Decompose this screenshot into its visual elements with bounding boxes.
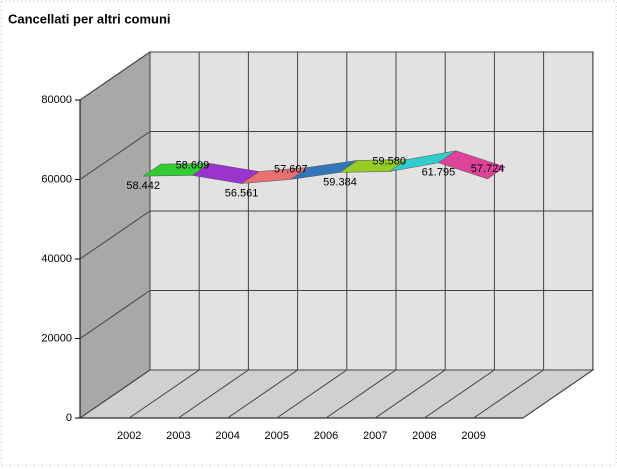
x-tick-label: 2006 bbox=[314, 430, 338, 442]
chart-title: Cancellati per altri comuni bbox=[8, 11, 171, 26]
data-label: 59.384 bbox=[323, 176, 357, 188]
floor-line bbox=[424, 369, 495, 419]
grid-line bbox=[79, 290, 151, 339]
grid-line bbox=[79, 369, 151, 419]
data-label: 57.724 bbox=[471, 163, 505, 175]
x-tick-label: 2004 bbox=[215, 430, 239, 442]
grid-line bbox=[79, 210, 151, 260]
x-tick-label: 2003 bbox=[166, 430, 190, 442]
data-label: 61.795 bbox=[422, 167, 456, 179]
floor-line bbox=[227, 369, 298, 419]
data-label: 58.442 bbox=[126, 180, 160, 192]
x-tick-label: 2002 bbox=[117, 430, 141, 442]
data-label: 57.607 bbox=[274, 163, 308, 175]
floor-line bbox=[128, 369, 200, 419]
floor-line bbox=[178, 369, 249, 419]
x-tick-label: 2008 bbox=[412, 430, 436, 442]
y-tick-label: 20000 bbox=[41, 332, 72, 344]
grid-line bbox=[79, 51, 151, 101]
floor-line bbox=[473, 369, 544, 419]
y-tick-label: 40000 bbox=[41, 253, 72, 265]
floor-line bbox=[325, 369, 397, 419]
floor-line bbox=[522, 369, 594, 419]
x-tick-label: 2009 bbox=[461, 430, 485, 442]
floor-line bbox=[276, 369, 348, 419]
data-label: 59.580 bbox=[372, 155, 406, 167]
y-tick-label: 60000 bbox=[41, 173, 72, 185]
data-label: 56.561 bbox=[225, 187, 259, 199]
grid-line bbox=[79, 131, 151, 180]
x-tick-label: 2005 bbox=[265, 430, 289, 442]
y-tick-label: 0 bbox=[66, 412, 72, 424]
x-tick-label: 2007 bbox=[363, 430, 387, 442]
floor-line bbox=[374, 369, 446, 419]
y-tick-label: 80000 bbox=[41, 94, 72, 106]
line-segment bbox=[437, 150, 506, 180]
data-label: 58.609 bbox=[176, 159, 210, 171]
